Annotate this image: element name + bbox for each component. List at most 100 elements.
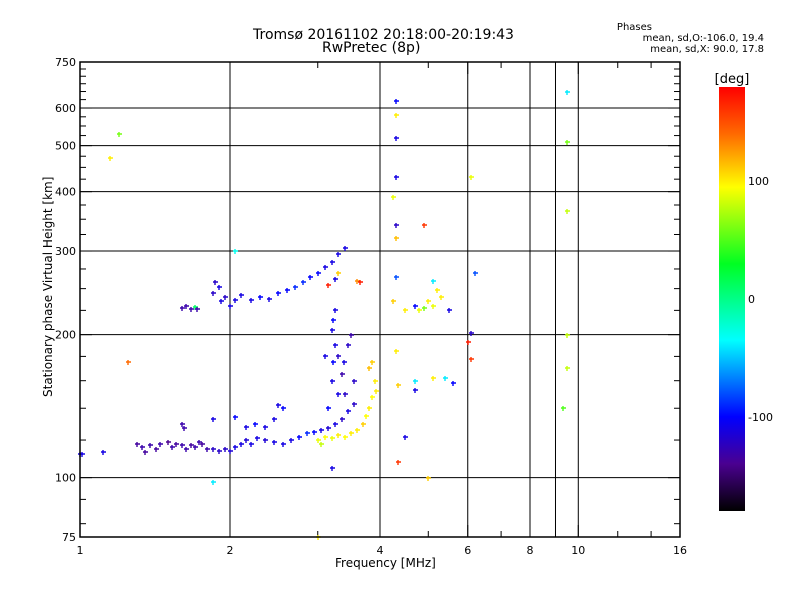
- data-point: [394, 99, 399, 104]
- data-point: [233, 298, 238, 303]
- colorbar-tick-label: 100: [748, 175, 769, 188]
- data-point: [394, 236, 399, 241]
- data-point: [396, 383, 401, 388]
- data-point: [166, 440, 171, 445]
- data-point: [403, 308, 408, 313]
- y-tick-label: 300: [55, 245, 76, 258]
- data-point: [263, 438, 268, 443]
- data-point: [333, 308, 338, 313]
- data-point: [330, 436, 335, 441]
- data-point: [239, 442, 244, 447]
- data-point: [565, 90, 570, 95]
- data-point: [391, 195, 396, 200]
- phase-o-stats: mean, sd,O:-106.0, 19.4: [642, 33, 764, 44]
- data-point: [394, 136, 399, 141]
- data-point: [565, 333, 570, 338]
- data-point: [135, 442, 140, 447]
- data-point: [342, 360, 347, 365]
- data-point: [140, 445, 145, 450]
- data-point: [174, 442, 179, 447]
- data-point: [205, 447, 210, 452]
- data-point: [426, 476, 431, 481]
- data-point: [413, 379, 418, 384]
- x-tick-label: 4: [377, 544, 384, 557]
- data-point: [340, 417, 345, 422]
- colorbar-tick-label: 0: [748, 293, 755, 306]
- data-point: [336, 433, 341, 438]
- data-point: [143, 450, 148, 455]
- data-point: [217, 285, 222, 290]
- data-point: [211, 480, 216, 485]
- data-point: [253, 422, 258, 427]
- data-point: [297, 435, 302, 440]
- data-point: [184, 447, 189, 452]
- data-point: [281, 442, 286, 447]
- data-point: [189, 307, 194, 312]
- data-point: [391, 299, 396, 304]
- data-point: [349, 333, 354, 338]
- data-point: [370, 395, 375, 400]
- data-point: [396, 460, 401, 465]
- data-point: [180, 422, 185, 427]
- colorbar: [719, 87, 745, 511]
- data-point: [180, 306, 185, 311]
- data-point: [473, 271, 478, 276]
- data-point: [211, 291, 216, 296]
- data-point: [333, 277, 338, 282]
- colorbar-tick-label: -100: [748, 411, 773, 424]
- data-point: [312, 430, 317, 435]
- data-point: [244, 438, 249, 443]
- data-point: [272, 440, 277, 445]
- data-point: [443, 376, 448, 381]
- tick-labels: 1 2 4 6 8 10 16 75 100 200 300 400 500 600 750 [deg] 100…: [55, 56, 773, 557]
- data-point: [193, 445, 198, 450]
- data-point: [293, 285, 298, 290]
- data-point: [326, 283, 331, 288]
- data-point: [336, 252, 341, 257]
- data-point: [323, 265, 328, 270]
- data-point: [219, 299, 224, 304]
- data-point: [211, 447, 216, 452]
- data-point: [233, 249, 238, 254]
- data-point: [255, 436, 260, 441]
- data-point: [323, 435, 328, 440]
- data-point: [361, 422, 366, 427]
- data-point: [330, 466, 335, 471]
- data-point: [394, 175, 399, 180]
- x-tick-label: 10: [571, 544, 585, 557]
- data-point: [367, 406, 372, 411]
- data-point: [117, 132, 122, 137]
- phase-heading: Phases: [616, 22, 652, 33]
- data-point: [258, 295, 263, 300]
- data-point: [233, 445, 238, 450]
- data-point: [422, 306, 427, 311]
- data-point: [323, 354, 328, 359]
- data-point: [394, 275, 399, 280]
- y-tick-label: 100: [55, 472, 76, 485]
- data-point: [158, 442, 163, 447]
- data-point: [435, 288, 440, 293]
- data-point: [267, 297, 272, 302]
- data-point: [326, 426, 331, 431]
- data-point: [352, 379, 357, 384]
- data-point: [182, 426, 187, 431]
- plot-frame: [79, 61, 681, 538]
- data-point: [331, 360, 336, 365]
- data-point: [565, 140, 570, 145]
- data-point: [319, 442, 324, 447]
- data-point: [80, 452, 85, 457]
- x-tick-label: 2: [227, 544, 234, 557]
- data-point: [333, 343, 338, 348]
- data-point: [403, 435, 408, 440]
- data-point: [336, 271, 341, 276]
- data-point: [561, 406, 566, 411]
- data-point: [349, 431, 354, 436]
- data-point: [233, 415, 238, 420]
- data-point: [223, 447, 228, 452]
- data-point: [374, 389, 379, 394]
- data-point: [319, 428, 324, 433]
- y-tick-label: 600: [55, 102, 76, 115]
- data-point: [330, 260, 335, 265]
- data-point: [148, 443, 153, 448]
- data-point: [331, 318, 336, 323]
